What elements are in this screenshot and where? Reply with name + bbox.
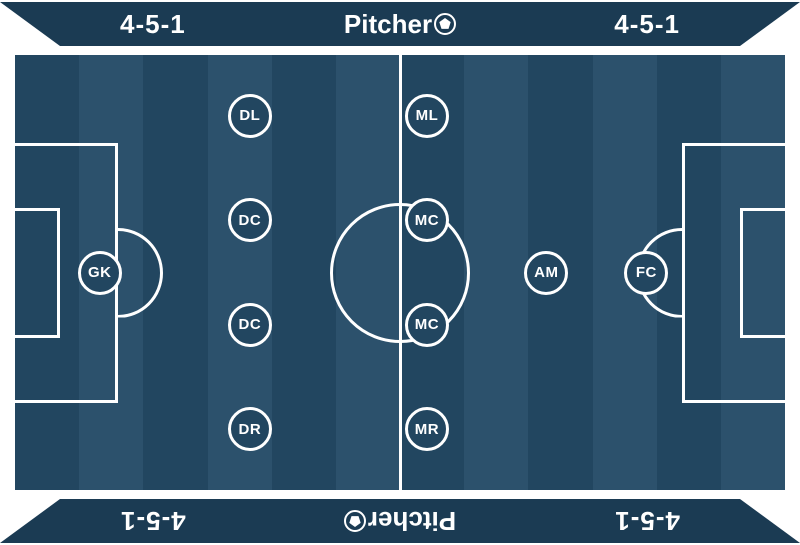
player-token-label: MR bbox=[415, 421, 439, 438]
brand-ball-icon bbox=[434, 13, 456, 35]
player-token-label: DR bbox=[239, 421, 262, 438]
player-token-dc2[interactable]: DC bbox=[228, 303, 272, 347]
brand-ball-icon-mirror bbox=[344, 510, 366, 532]
top-banner: 4-5-1 Pitcher 4-5-1 bbox=[0, 2, 800, 46]
player-token-label: ML bbox=[416, 107, 439, 124]
player-token-gk[interactable]: GK bbox=[78, 251, 122, 295]
player-tokens-layer: GK DL DC DC DR ML MC MC MR AM FC bbox=[15, 55, 785, 490]
player-token-label: AM bbox=[534, 264, 558, 281]
player-token-fc[interactable]: FC bbox=[624, 251, 668, 295]
formation-right-mirror: 4-5-1 bbox=[120, 506, 186, 537]
player-token-dc1[interactable]: DC bbox=[228, 198, 272, 242]
formation-diagram: 4-5-1 Pitcher 4-5-1 4-5-1 Pitcher 4-5- bbox=[0, 0, 800, 545]
formation-right: 4-5-1 bbox=[614, 9, 680, 40]
player-token-label: DL bbox=[239, 107, 260, 124]
player-token-mc2[interactable]: MC bbox=[405, 303, 449, 347]
brand-logo: Pitcher bbox=[344, 9, 456, 40]
brand-text: Pitcher bbox=[344, 9, 432, 40]
player-token-label: GK bbox=[88, 264, 112, 281]
bottom-banner: 4-5-1 Pitcher 4-5-1 bbox=[0, 499, 800, 543]
formation-left: 4-5-1 bbox=[120, 9, 186, 40]
player-token-mr[interactable]: MR bbox=[405, 407, 449, 451]
formation-left-mirror: 4-5-1 bbox=[614, 506, 680, 537]
player-token-ml[interactable]: ML bbox=[405, 94, 449, 138]
player-token-dl[interactable]: DL bbox=[228, 94, 272, 138]
player-token-label: MC bbox=[415, 212, 439, 229]
brand-text-mirror: Pitcher bbox=[368, 506, 456, 537]
player-token-label: FC bbox=[636, 264, 657, 281]
pitch: GK DL DC DC DR ML MC MC MR AM FC bbox=[12, 52, 788, 493]
player-token-am[interactable]: AM bbox=[524, 251, 568, 295]
pitch-border: GK DL DC DC DR ML MC MC MR AM FC bbox=[12, 52, 788, 493]
brand-logo-mirror: Pitcher bbox=[344, 506, 456, 537]
player-token-label: DC bbox=[239, 212, 262, 229]
player-token-dr[interactable]: DR bbox=[228, 407, 272, 451]
player-token-label: MC bbox=[415, 316, 439, 333]
player-token-mc1[interactable]: MC bbox=[405, 198, 449, 242]
player-token-label: DC bbox=[239, 316, 262, 333]
